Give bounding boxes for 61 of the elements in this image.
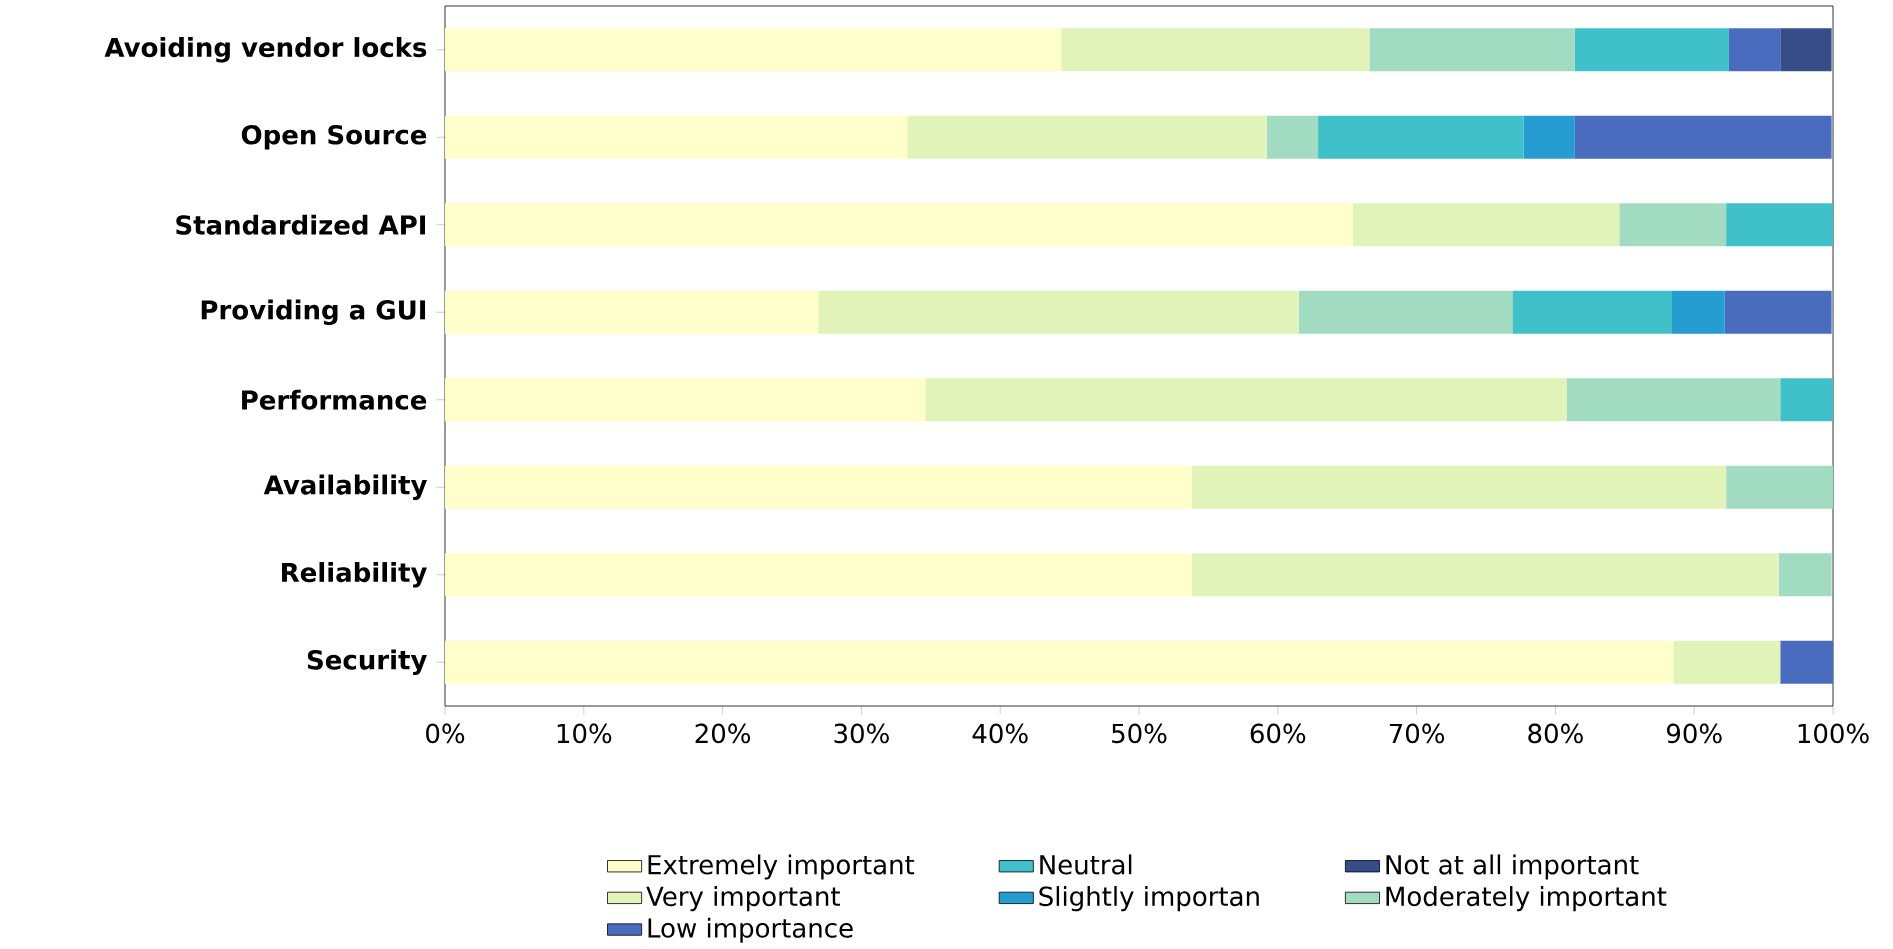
bar (1191, 553, 1779, 597)
bar (1673, 640, 1781, 684)
bar (1191, 465, 1727, 509)
bar (1726, 203, 1834, 247)
bar (1726, 465, 1834, 509)
bar (818, 290, 1299, 334)
y-tick-label: Standardized API (176, 214, 426, 235)
x-tick-label: 50% (1112, 723, 1167, 744)
bar (1298, 290, 1513, 334)
legend-label: Extremely important (648, 854, 915, 880)
y-tick-label: Security (307, 649, 427, 675)
y-tick-label: Reliability (282, 561, 427, 588)
bar (1318, 115, 1524, 159)
bar (445, 28, 1062, 72)
bar (1061, 28, 1370, 72)
bar (1566, 378, 1781, 422)
x-tick-label: 40% (972, 723, 1028, 744)
x-tick-label: 70% (1389, 723, 1445, 744)
bar (1574, 115, 1832, 159)
legend-label: Slightly importan (1039, 885, 1259, 912)
y-tick-label: Availability (263, 474, 427, 500)
x-tick-label: 20% (695, 723, 751, 744)
legend-label: Moderately important (1386, 885, 1667, 912)
bar (445, 290, 819, 334)
bar (445, 640, 1674, 684)
bar (1780, 640, 1834, 684)
bar (1724, 290, 1832, 334)
bar (1266, 115, 1319, 159)
y-tick-label: Avoiding vendor locks (104, 36, 427, 63)
x-tick-label: 60% (1250, 723, 1306, 744)
bar (1369, 28, 1575, 72)
x-tick-label: 80% (1528, 723, 1583, 744)
bar (1672, 290, 1725, 334)
x-tick-label: 100% (1798, 723, 1869, 744)
bar (445, 378, 926, 422)
x-tick-label: 90% (1666, 723, 1722, 744)
x-tick-label: 0% (426, 723, 465, 744)
bar (925, 378, 1567, 422)
bar (1728, 28, 1781, 72)
bar (445, 203, 1353, 247)
bar (1574, 28, 1729, 72)
legend-label: Neutral (1040, 854, 1132, 875)
bar (445, 115, 908, 159)
bar (445, 553, 1192, 597)
bar (445, 465, 1192, 509)
y-tick-label: Providing a GUI (201, 299, 426, 325)
x-tick-label: 30% (834, 723, 889, 744)
bar (1780, 378, 1834, 422)
bar (1780, 28, 1832, 72)
bar (907, 115, 1267, 159)
bar (1523, 115, 1575, 159)
bar (1619, 203, 1727, 247)
legend-label: Low importance (648, 917, 853, 943)
bar (1512, 290, 1672, 334)
legend-label: Not at all important (1386, 854, 1639, 880)
x-tick-label: 10% (557, 723, 612, 744)
y-tick-label: Open Source (241, 124, 427, 150)
bar (1778, 553, 1832, 597)
legend-label: Very important (646, 885, 840, 912)
y-tick-label: Performance (242, 389, 427, 410)
bar (1352, 203, 1620, 247)
